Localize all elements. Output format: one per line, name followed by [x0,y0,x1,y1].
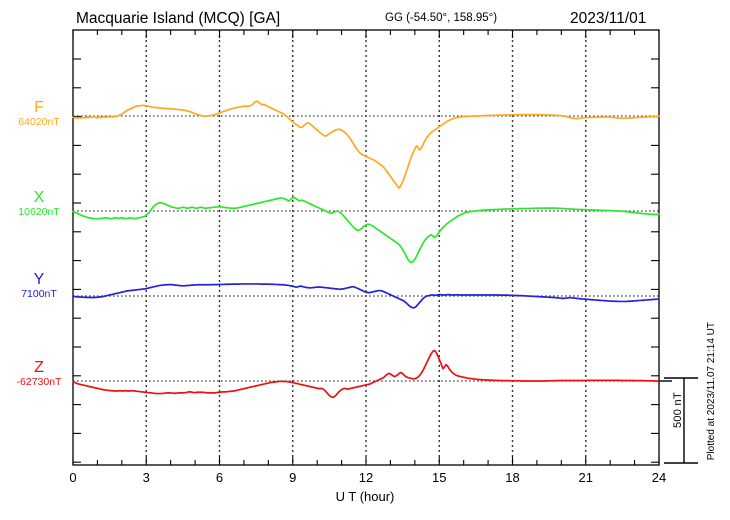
geographic-coordinates: GG (-54.50°, 158.95°) [385,12,498,24]
observation-date: 2023/11/01 [570,10,647,27]
component-label-x: X 10620nT [6,189,72,219]
component-label-f: F 64020nT [6,99,72,129]
scale-bar-label: 500 nT [672,392,684,429]
x-tick-label: 9 [289,470,297,485]
component-symbol-z: Z [34,359,44,376]
x-tick-label: 12 [358,470,374,485]
x-axis-title: U T (hour) [335,489,395,504]
trace-x [72,196,660,264]
component-symbol-f: F [34,99,44,116]
trace-z [72,349,660,399]
x-tick-label: 21 [578,470,593,485]
component-baseline-f: 64020nT [18,116,60,128]
plotted-at-timestamp: Plotted at 2023/11.07 21:14 UT [706,322,717,461]
x-tick-label: 3 [142,470,150,485]
component-baseline-y: 7100nT [21,288,57,300]
component-symbol-x: X [33,189,45,206]
x-tick-label: 0 [69,470,77,485]
component-baseline-x: 10620nT [18,206,60,218]
x-tick-label: 15 [432,470,447,485]
trace-f [72,100,660,189]
x-tick-label: 18 [505,470,520,485]
trace-y [72,283,660,309]
component-label-y: Y 7100nT [6,271,72,301]
x-tick-label: 6 [215,470,224,485]
component-baseline-z: -62730nT [16,376,62,388]
x-tick-label: 24 [651,470,667,485]
component-symbol-y: Y [33,271,45,288]
component-label-z: Z -62730nT [6,359,72,389]
station-title: Macquarie Island (MCQ) [GA] [76,10,281,27]
